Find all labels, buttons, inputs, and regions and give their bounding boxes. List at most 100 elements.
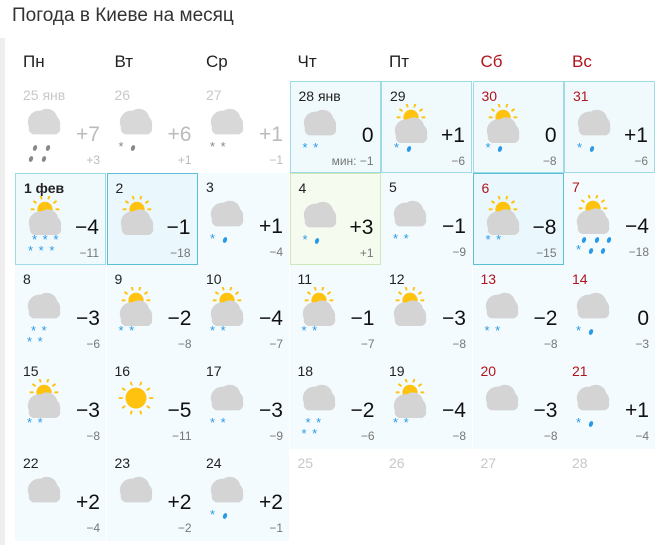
- day-cell[interactable]: 3 * +1 −4: [198, 173, 289, 265]
- max-temp: −1: [166, 216, 191, 239]
- day-cell: 25: [289, 449, 381, 541]
- precipitation-icon: * *: [27, 415, 44, 430]
- min-temp: +1: [359, 246, 374, 260]
- min-temp: мин: −1: [331, 154, 374, 168]
- day-date: 11: [297, 271, 313, 287]
- day-cell[interactable]: 12 −3 −8: [381, 265, 472, 357]
- day-cell: 26: [381, 449, 472, 541]
- day-cell[interactable]: 7 * −4 −18: [564, 173, 655, 265]
- day-cell[interactable]: 29 * +1 −6: [381, 81, 472, 173]
- day-cell[interactable]: 15 * * −3 −8: [15, 357, 106, 449]
- day-date: 6: [481, 180, 490, 196]
- max-temp: −3: [259, 399, 283, 422]
- day-cell[interactable]: 18 * * * * −2 −6: [289, 357, 381, 449]
- day-cell[interactable]: 16 −5 −11: [106, 357, 198, 449]
- max-temp: −8: [532, 216, 557, 239]
- day-date: 12: [389, 271, 405, 287]
- day-cell[interactable]: 31 * +1 −6: [564, 81, 655, 173]
- day-cell[interactable]: 2 −1 −18: [106, 173, 198, 265]
- day-cell[interactable]: 20 −3 −8: [472, 357, 564, 449]
- min-temp: −8: [543, 337, 558, 351]
- day-date: 18: [297, 363, 314, 379]
- min-temp: −6: [451, 154, 465, 168]
- precipitation-icon: *: [210, 508, 250, 521]
- max-temp: +2: [167, 491, 192, 514]
- day-date: 27: [480, 455, 497, 471]
- partly-cloudy-icon: [120, 196, 153, 236]
- day-cell[interactable]: 22 +2 −4: [15, 449, 106, 541]
- max-temp: −4: [625, 215, 649, 238]
- precipitation-icon: [27, 141, 67, 163]
- day-date: 20: [480, 363, 497, 379]
- day-date: 14: [572, 271, 588, 287]
- max-temp: −1: [350, 307, 375, 330]
- min-temp: +3: [86, 153, 100, 167]
- day-cell[interactable]: 14 * 0 −3: [564, 265, 655, 357]
- weekday-header: Вт: [114, 52, 134, 71]
- max-temp: +1: [259, 123, 283, 146]
- partly-cloudy-icon: [393, 379, 427, 419]
- precipitation-icon: * *: [485, 232, 503, 247]
- day-cell[interactable]: 17 * * −3 −9: [198, 357, 289, 449]
- precipitation-icon: * * * * * *: [28, 232, 60, 258]
- day-date: 13: [480, 271, 497, 287]
- precipitation-icon: *: [303, 233, 343, 246]
- partly-cloudy-icon: [486, 196, 519, 236]
- day-date: 10: [206, 271, 222, 287]
- day-cell[interactable]: 13 * * −2 −8: [472, 265, 564, 357]
- day-cell[interactable]: 26 * +6 +1: [106, 81, 198, 173]
- day-date: 16: [114, 363, 131, 379]
- precipitation-icon: *: [576, 233, 616, 256]
- max-temp: +7: [76, 123, 100, 146]
- min-temp: −4: [269, 245, 283, 259]
- day-cell[interactable]: 28 янв * * 0 мин: −1: [289, 81, 381, 173]
- day-date: 23: [114, 455, 131, 471]
- day-cell[interactable]: 21 * +1 −4: [564, 357, 655, 449]
- day-cell[interactable]: 27 * * +1 −1: [198, 81, 289, 173]
- precipitation-icon: * *: [210, 415, 227, 430]
- weekday-header: Пн: [23, 52, 45, 71]
- day-cell[interactable]: 9 * * −2 −8: [106, 265, 198, 357]
- day-date: 24: [206, 455, 222, 471]
- day-cell: 27: [472, 449, 564, 541]
- day-cell[interactable]: 19 * * −4 −8: [381, 357, 472, 449]
- left-border: [0, 38, 5, 545]
- min-temp: −9: [269, 429, 283, 443]
- min-temp: +1: [177, 153, 192, 167]
- day-cell[interactable]: 24 * +2 −1: [198, 449, 289, 541]
- max-temp: +6: [167, 123, 192, 146]
- day-date: 26: [114, 87, 131, 103]
- day-cell[interactable]: 6 * * −8 −15: [472, 173, 564, 265]
- day-date: 3: [206, 179, 214, 195]
- day-cell[interactable]: 4 * +3 +1: [289, 173, 381, 265]
- min-temp: −18: [170, 246, 191, 260]
- day-cell[interactable]: 25 янв +7 +3: [15, 81, 106, 173]
- precipitation-icon: * *: [210, 323, 227, 338]
- cloud-icon: [27, 108, 61, 135]
- max-temp: −4: [442, 399, 466, 422]
- day-cell[interactable]: 23 +2 −2: [106, 449, 198, 541]
- max-temp: −2: [350, 399, 375, 422]
- day-cell[interactable]: 30 * 0 −8: [472, 81, 564, 173]
- cloud-icon: [393, 200, 427, 227]
- day-date: 30: [481, 88, 498, 104]
- day-cell[interactable]: 5 * * −1 −9: [381, 173, 472, 265]
- day-date: 21: [572, 363, 588, 379]
- day-cell[interactable]: 11 * * −1 −7: [289, 265, 381, 357]
- max-temp: −1: [442, 215, 466, 238]
- day-cell[interactable]: 10 * * −4 −7: [198, 265, 289, 357]
- min-temp: −8: [177, 337, 192, 351]
- page-title: Погода в Киеве на месяц: [12, 5, 234, 26]
- day-date: 1 фев: [24, 180, 65, 196]
- cloud-icon: [27, 292, 61, 319]
- day-cell[interactable]: 8 * * * * −3 −6: [15, 265, 106, 357]
- min-temp: −6: [360, 429, 375, 443]
- cloud-icon: [303, 109, 336, 136]
- day-date: 17: [206, 363, 222, 379]
- max-temp: −3: [442, 307, 466, 330]
- min-temp: −7: [360, 337, 375, 351]
- cloud-icon: [485, 384, 518, 411]
- day-date: 25: [297, 455, 314, 471]
- max-temp: −5: [167, 399, 192, 422]
- day-cell[interactable]: 1 фев * * * * * * −4 −11: [15, 173, 106, 265]
